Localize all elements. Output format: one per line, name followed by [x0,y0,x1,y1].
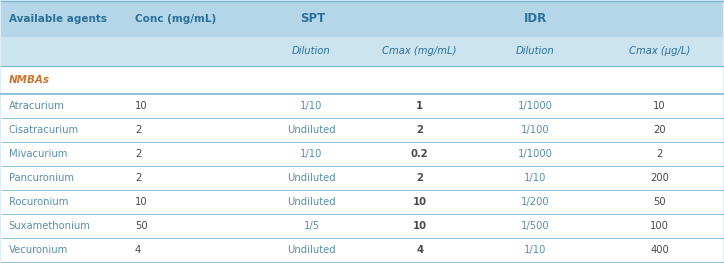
Text: 1/10: 1/10 [524,245,547,255]
FancyBboxPatch shape [1,67,723,94]
Text: 1/10: 1/10 [524,173,547,183]
Text: 4: 4 [416,245,424,255]
Text: Undiluted: Undiluted [287,245,336,255]
Text: 2: 2 [657,149,662,159]
Text: 200: 200 [650,173,669,183]
Text: 100: 100 [650,221,669,231]
Text: 1/10: 1/10 [300,149,323,159]
FancyBboxPatch shape [1,94,723,118]
Text: 1: 1 [416,101,424,111]
Text: Cmax (µg/L): Cmax (µg/L) [629,47,690,57]
FancyBboxPatch shape [1,190,723,214]
Text: 1/5: 1/5 [303,221,319,231]
Text: 2: 2 [135,149,141,159]
Text: 4: 4 [135,245,141,255]
Text: Mivacurium: Mivacurium [9,149,67,159]
Text: Conc (mg/mL): Conc (mg/mL) [135,14,216,24]
Text: 10: 10 [413,197,426,207]
Text: Rocuronium: Rocuronium [9,197,68,207]
FancyBboxPatch shape [1,166,723,190]
Text: NMBAs: NMBAs [9,75,50,85]
Text: Cisatracurium: Cisatracurium [9,125,79,135]
Text: 1/100: 1/100 [521,125,550,135]
Text: 1/500: 1/500 [521,221,550,231]
Text: Dilution: Dilution [292,47,331,57]
Text: Undiluted: Undiluted [287,197,336,207]
Text: Undiluted: Undiluted [287,125,336,135]
FancyBboxPatch shape [1,37,723,67]
FancyBboxPatch shape [1,214,723,238]
Text: 50: 50 [135,221,148,231]
Text: 2: 2 [416,173,423,183]
Text: 400: 400 [650,245,669,255]
Text: Undiluted: Undiluted [287,173,336,183]
Text: 2: 2 [135,125,141,135]
Text: 0.2: 0.2 [411,149,429,159]
Text: 2: 2 [416,125,423,135]
Text: 50: 50 [653,197,666,207]
Text: 1/1000: 1/1000 [518,101,552,111]
Text: SPT: SPT [300,12,326,26]
Text: 10: 10 [135,101,148,111]
Text: Pancuronium: Pancuronium [9,173,74,183]
FancyBboxPatch shape [1,238,723,262]
Text: 1/1000: 1/1000 [518,149,552,159]
Text: 1/10: 1/10 [300,101,323,111]
Text: 10: 10 [413,221,426,231]
Text: 10: 10 [135,197,148,207]
Text: 10: 10 [653,101,666,111]
Text: 1/200: 1/200 [521,197,550,207]
Text: Suxamethonium: Suxamethonium [9,221,90,231]
Text: 2: 2 [135,173,141,183]
FancyBboxPatch shape [1,118,723,142]
Text: Available agents: Available agents [9,14,106,24]
Text: Atracurium: Atracurium [9,101,64,111]
Text: 20: 20 [653,125,666,135]
Text: Vecuronium: Vecuronium [9,245,68,255]
FancyBboxPatch shape [1,142,723,166]
Text: Cmax (mg/mL): Cmax (mg/mL) [382,47,457,57]
FancyBboxPatch shape [1,1,723,37]
Text: Dilution: Dilution [515,47,555,57]
Text: IDR: IDR [523,12,547,26]
